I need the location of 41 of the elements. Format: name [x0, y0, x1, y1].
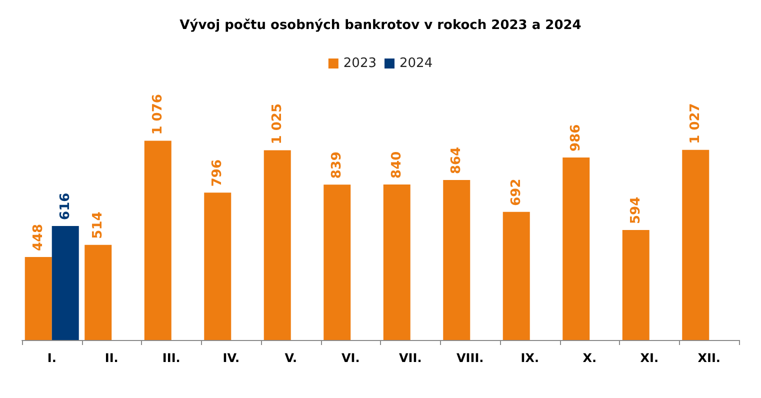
- data-label: 864: [449, 146, 464, 174]
- x-tick-label: XI.: [640, 351, 659, 365]
- bar: [562, 157, 590, 340]
- bar: [502, 212, 530, 340]
- x-tick-label: II.: [104, 351, 118, 365]
- x-tick-label: VI.: [341, 351, 360, 365]
- data-label: 1 076: [150, 94, 166, 135]
- data-label: 594: [628, 196, 644, 224]
- bar: [52, 226, 79, 340]
- x-tick-label: III.: [162, 351, 180, 365]
- bar: [144, 140, 172, 340]
- x-tick-label: V.: [284, 351, 298, 365]
- data-label: 986: [568, 124, 584, 152]
- bar: [622, 230, 650, 340]
- data-label: 1 027: [688, 103, 704, 144]
- legend-label: 2023: [343, 56, 377, 71]
- bar: [682, 150, 710, 340]
- bar: [383, 184, 410, 340]
- data-label: 616: [58, 192, 73, 220]
- data-label: 796: [210, 159, 226, 187]
- data-label: 1 025: [270, 104, 285, 144]
- x-tick-label: VIII.: [456, 351, 484, 365]
- bar: [24, 257, 52, 340]
- bar: [204, 192, 232, 340]
- data-label: 514: [90, 212, 106, 239]
- x-tick-label: IX.: [520, 351, 540, 365]
- data-label: 840: [389, 151, 404, 178]
- bar: [324, 184, 351, 340]
- data-label: 692: [508, 178, 524, 206]
- x-tick-label: IV.: [222, 351, 240, 365]
- x-tick-label: I.: [47, 351, 56, 365]
- data-label: 448: [30, 224, 46, 252]
- x-tick-label: VII.: [398, 351, 422, 365]
- chart-title: Vývoj počtu osobných bankrotov v rokoch 2023 a 2024: [180, 18, 582, 33]
- legend-label: 2024: [400, 56, 433, 71]
- x-tick-label: XII.: [698, 351, 720, 365]
- bar: [84, 244, 112, 340]
- x-tick-label: X.: [582, 351, 597, 365]
- bar: [264, 150, 291, 340]
- bar: [443, 180, 470, 340]
- data-label: 839: [330, 152, 345, 179]
